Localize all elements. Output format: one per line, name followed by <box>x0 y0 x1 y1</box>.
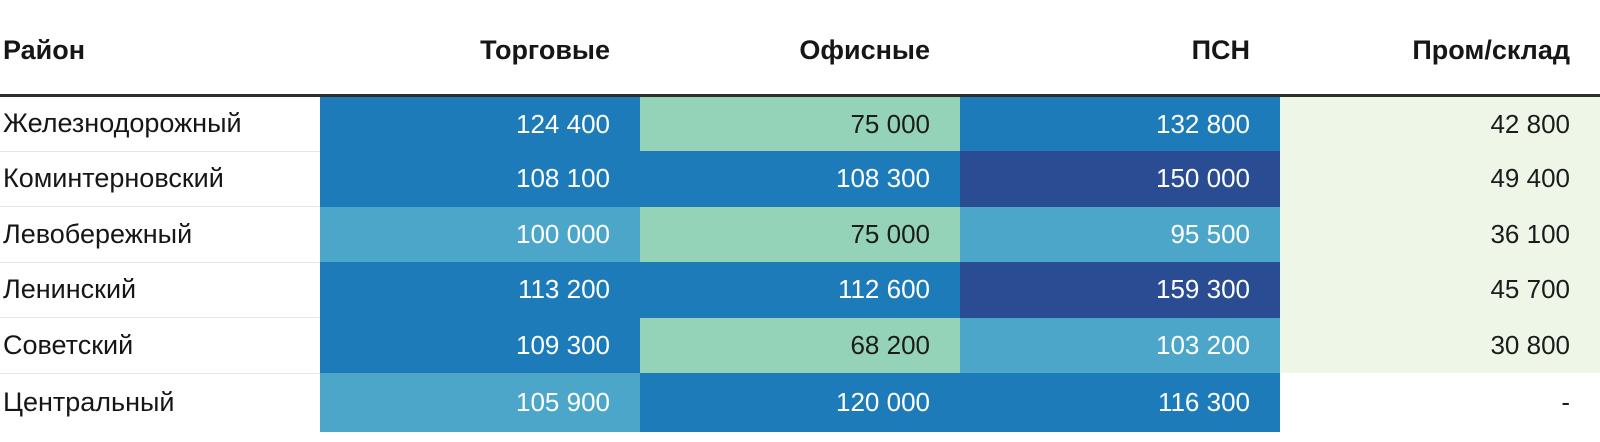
value-cell: 42 800 <box>1280 95 1600 151</box>
value-cell: 30 800 <box>1280 317 1600 373</box>
value-cell: 159 300 <box>960 262 1280 318</box>
value-cell: 75 000 <box>640 206 960 262</box>
value-cell: 109 300 <box>320 317 640 373</box>
table-header-row: Район Торговые Офисные ПСН Пром/склад <box>0 0 1600 97</box>
value-cell: 36 100 <box>1280 206 1600 262</box>
column-header-district: Район <box>0 0 320 97</box>
value-cell: - <box>1280 373 1600 432</box>
value-cell: 108 300 <box>640 151 960 207</box>
column-header-office: Офисные <box>640 0 960 97</box>
row-label-district: Ленинский <box>0 262 320 318</box>
value-cell: 150 000 <box>960 151 1280 207</box>
row-label-district: Центральный <box>0 373 320 432</box>
value-cell: 116 300 <box>960 373 1280 432</box>
value-cell: 112 600 <box>640 262 960 318</box>
value-cell: 45 700 <box>1280 262 1600 318</box>
value-cell: 49 400 <box>1280 151 1600 207</box>
table-body: Железнодорожный 124 400 75 000 132 800 42 80… <box>0 95 1600 432</box>
table-row: Центральный 105 900 120 000 116 300- <box>0 373 1600 432</box>
value-cell: 103 200 <box>960 317 1280 373</box>
district-rates-table: Район Торговые Офисные ПСН Пром/склад Же… <box>0 0 1600 432</box>
column-header-retail: Торговые <box>320 0 640 97</box>
table-row: Советский 109 300 68 200 103 200 30 800 <box>0 317 1600 374</box>
value-cell: 132 800 <box>960 95 1280 151</box>
column-header-industrial: Пром/склад <box>1280 0 1600 97</box>
value-cell: 105 900 <box>320 373 640 432</box>
row-label-district: Левобережный <box>0 206 320 263</box>
row-label-district: Советский <box>0 317 320 374</box>
table-row: Левобережный 100 000 75 000 95 500 36 100 <box>0 206 1600 263</box>
value-cell: 113 200 <box>320 262 640 318</box>
value-cell: 120 000 <box>640 373 960 432</box>
value-cell: 108 100 <box>320 151 640 207</box>
value-cell: 68 200 <box>640 317 960 373</box>
value-cell: 95 500 <box>960 206 1280 262</box>
value-cell: 75 000 <box>640 95 960 151</box>
value-cell: 100 000 <box>320 206 640 262</box>
column-header-psn: ПСН <box>960 0 1280 97</box>
table-row: Коминтерновский 108 100 108 300 150 000 49 4… <box>0 151 1600 207</box>
table-row: Ленинский 113 200 112 600 159 300 45 700 <box>0 262 1600 318</box>
row-label-district: Железнодорожный <box>0 95 320 152</box>
table-row: Железнодорожный 124 400 75 000 132 800 42 80… <box>0 95 1600 152</box>
row-label-district: Коминтерновский <box>0 151 320 207</box>
value-cell: 124 400 <box>320 95 640 151</box>
